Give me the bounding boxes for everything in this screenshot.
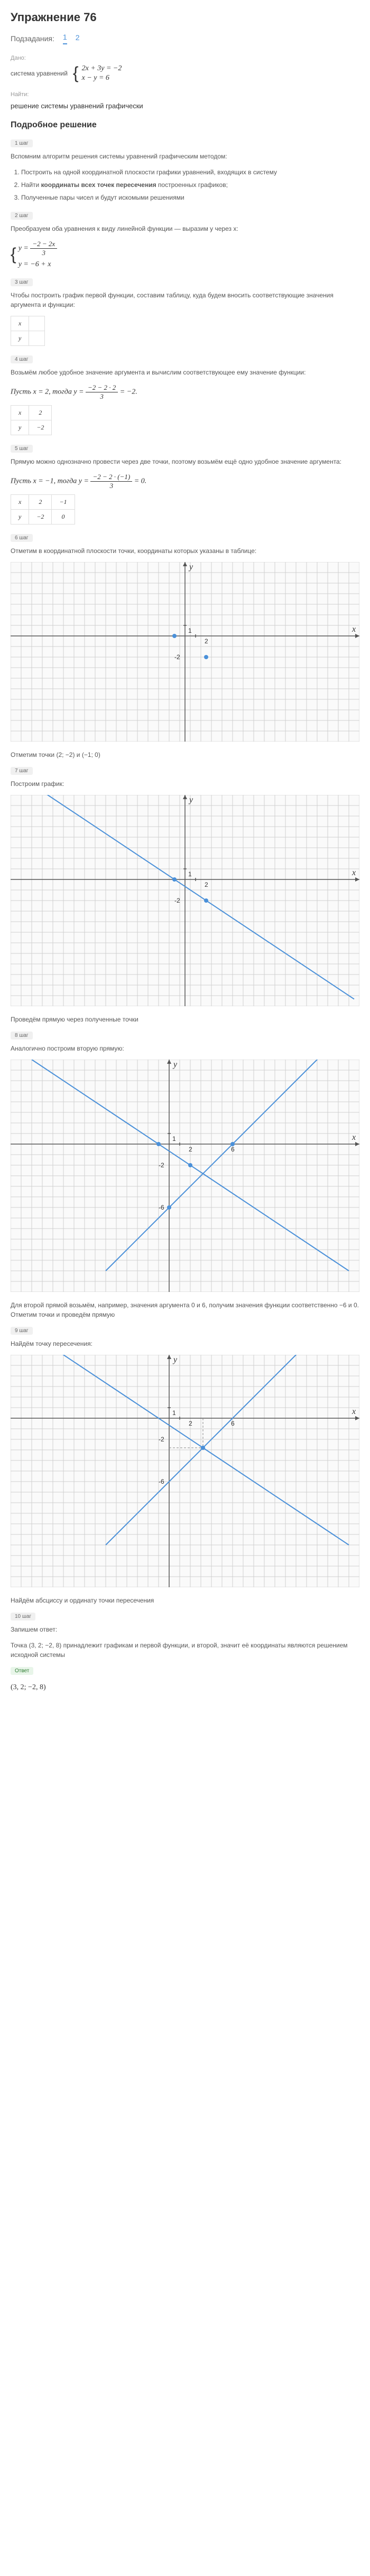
svg-text:-2: -2	[159, 1161, 164, 1169]
svg-text:1: 1	[188, 870, 192, 878]
svg-text:-2: -2	[159, 1436, 164, 1443]
svg-text:x: x	[352, 868, 356, 877]
subtasks-row: Подзадания: 1 2	[11, 33, 359, 44]
svg-text:x: x	[352, 1407, 356, 1416]
svg-text:6: 6	[231, 1420, 235, 1427]
tab-1[interactable]: 1	[63, 33, 67, 44]
method-item-2: Найти координаты всех точек пересечения …	[21, 180, 359, 190]
s5-calc-num: −2 − 2 · (−1)	[90, 473, 132, 482]
find-label: Найти:	[11, 91, 359, 98]
answer-value: (3, 2; −2, 8)	[11, 1679, 359, 1696]
graph-1: x y 1 2 -2	[11, 562, 359, 742]
step-badge-9: 9 шаг	[11, 1327, 33, 1335]
eq2-full: y = −6 + x	[18, 260, 58, 269]
step-badge-6: 6 шаг	[11, 534, 33, 542]
subtasks-label: Подзадания:	[11, 34, 54, 43]
graph-2: x y 1 2 -2	[11, 795, 359, 1006]
table-step4: x2 y−2	[11, 405, 52, 435]
eq1-den: 3	[40, 249, 48, 257]
caption-8: Для второй прямой возьмём, например, зна…	[11, 1300, 359, 1319]
svg-text:y: y	[188, 795, 193, 804]
method-list: Построить на одной координатной плоскост…	[21, 167, 359, 202]
graph-4: x y 1 2 6 -2 -6	[11, 1355, 359, 1587]
given-label: Дано:	[11, 55, 359, 61]
caption-6: Отметим точки (2; −2) и (−1; 0)	[11, 750, 359, 760]
step1-intro: Вспомним алгоритм решения системы уравне…	[11, 152, 359, 161]
svg-text:x: x	[352, 625, 356, 634]
svg-text:-2: -2	[174, 653, 180, 661]
eq1-num: −2 − 2x	[30, 240, 57, 249]
svg-text:x: x	[352, 1133, 356, 1142]
s5-calc-pre: Пусть x = −1, тогда y =	[11, 477, 89, 485]
step-badge-7: 7 шаг	[11, 767, 33, 775]
detail-header: Подробное решение	[11, 120, 359, 130]
table-step3: x y	[11, 316, 45, 346]
step-badge-3: 3 шаг	[11, 278, 33, 286]
svg-text:2: 2	[189, 1420, 192, 1427]
step-badge-4: 4 шаг	[11, 355, 33, 363]
step10-text: Точка (3, 2; −2, 8) принадлежит графикам…	[11, 1641, 359, 1660]
step4-text: Возьмём любое удобное значение аргумента…	[11, 368, 359, 377]
svg-text:-6: -6	[159, 1478, 164, 1485]
step-badge-10: 10 шаг	[11, 1613, 35, 1620]
svg-text:2: 2	[205, 881, 208, 888]
svg-text:-6: -6	[159, 1204, 164, 1211]
svg-text:y: y	[172, 1060, 178, 1069]
step3-text: Чтобы построить график первой функции, с…	[11, 291, 359, 310]
system-eq1: 2x + 3y = −2	[82, 64, 122, 73]
s4-calc-den: 3	[98, 392, 106, 401]
s4-calc-pre: Пусть x = 2, тогда y =	[11, 388, 84, 396]
step6-text: Отметим в координатной плоскости точки, …	[11, 546, 359, 556]
s4-calc-num: −2 − 2 · 2	[86, 383, 118, 392]
method-item-3: Полученные пары чисел и будут искомыми р…	[21, 193, 359, 202]
graph-3: x y 1 2 6 -2 -6	[11, 1060, 359, 1292]
svg-text:6: 6	[231, 1146, 235, 1153]
step-badge-1: 1 шаг	[11, 139, 33, 147]
caption-9: Найдём абсциссу и ординату точки пересеч…	[11, 1596, 359, 1605]
svg-text:1: 1	[172, 1135, 176, 1142]
step8-text: Аналогично построим вторую прямую:	[11, 1044, 359, 1053]
given-prefix: система уравнений	[11, 70, 68, 77]
s5-calc-post: = 0.	[134, 477, 146, 485]
brace-icon: {	[73, 63, 79, 83]
svg-text:-2: -2	[174, 897, 180, 904]
svg-text:1: 1	[172, 1409, 176, 1417]
step9-text: Найдём точку пересечения:	[11, 1339, 359, 1348]
step10-label: Запишем ответ:	[11, 1625, 359, 1634]
tab-2[interactable]: 2	[76, 33, 80, 44]
method-item-1: Построить на одной координатной плоскост…	[21, 167, 359, 177]
given-block: Дано: система уравнений { 2x + 3y = −2 x…	[11, 55, 359, 83]
s5-calc-den: 3	[108, 482, 116, 490]
answer-badge: Ответ	[11, 1667, 33, 1675]
system-eq2: x − y = 6	[82, 74, 122, 82]
find-text: решение системы уравнений графически	[11, 102, 359, 110]
step-badge-8: 8 шаг	[11, 1032, 33, 1039]
step-badge-5: 5 шаг	[11, 445, 33, 453]
svg-text:y: y	[188, 563, 193, 572]
svg-text:1: 1	[188, 627, 192, 634]
eq1-lhs: y =	[18, 245, 29, 252]
cell-x: x	[11, 316, 29, 331]
cell-y: y	[11, 331, 29, 346]
svg-text:2: 2	[189, 1146, 192, 1153]
exercise-title: Упражнение 76	[11, 11, 359, 24]
brace-icon: {	[11, 245, 16, 264]
svg-text:y: y	[172, 1355, 178, 1364]
table-step5: x2−1 y−20	[11, 494, 75, 524]
step-badge-2: 2 шаг	[11, 212, 33, 220]
caption-7: Проведём прямую через полученные точки	[11, 1015, 359, 1024]
step5-text: Прямую можно однозначно провести через д…	[11, 457, 359, 466]
step2-text: Преобразуем оба уравнения к виду линейно…	[11, 224, 359, 233]
step7-text: Построим график:	[11, 779, 359, 789]
s4-calc-post: = −2.	[120, 388, 137, 396]
svg-text:2: 2	[205, 638, 208, 645]
